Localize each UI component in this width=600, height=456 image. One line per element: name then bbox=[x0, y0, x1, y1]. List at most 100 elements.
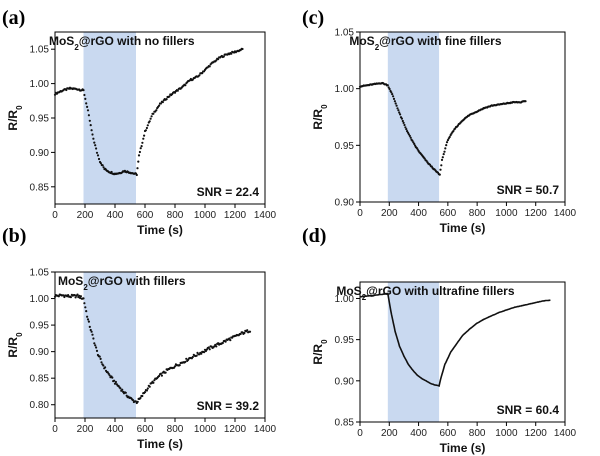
data-point bbox=[405, 128, 408, 131]
panel-title-rest: @rGO with fine fillers bbox=[379, 34, 502, 48]
y-tick-label: 1.05 bbox=[30, 45, 50, 56]
data-point bbox=[148, 385, 151, 388]
data-point bbox=[198, 74, 201, 77]
data-point bbox=[229, 339, 232, 342]
x-tick-label: 400 bbox=[107, 210, 124, 221]
data-point bbox=[124, 391, 127, 394]
data-point bbox=[438, 173, 441, 176]
data-point bbox=[121, 388, 124, 391]
data-point bbox=[95, 147, 98, 150]
data-point bbox=[159, 372, 162, 375]
data-point bbox=[445, 141, 449, 144]
data-point bbox=[94, 144, 97, 147]
data-point bbox=[185, 357, 188, 360]
data-point bbox=[403, 123, 406, 127]
y-tick-label: 0.80 bbox=[30, 400, 50, 411]
data-point bbox=[99, 357, 102, 360]
x-tick-label: 1400 bbox=[254, 424, 277, 435]
plot-frame bbox=[359, 31, 566, 203]
x-tick-label: 1000 bbox=[194, 424, 217, 435]
data-point bbox=[97, 157, 101, 161]
data-point bbox=[176, 89, 179, 92]
x-tick-label: 1200 bbox=[224, 210, 247, 221]
data-point bbox=[93, 342, 96, 345]
x-tick-label: 200 bbox=[77, 210, 94, 221]
y-axis-label-main: R/R bbox=[311, 109, 325, 130]
data-point bbox=[386, 84, 389, 87]
y-tick-label: 1.00 bbox=[30, 294, 50, 305]
data-point bbox=[136, 400, 139, 403]
data-point bbox=[65, 88, 68, 92]
data-point bbox=[87, 114, 90, 117]
data-point bbox=[224, 340, 227, 343]
y-tick-label: 1.00 bbox=[30, 79, 50, 90]
data-point bbox=[92, 337, 95, 340]
x-tick-label: 800 bbox=[469, 208, 486, 219]
y-axis-label-sub: 0 bbox=[320, 104, 329, 109]
y-axis-label-main: R/R bbox=[6, 110, 20, 131]
data-point bbox=[95, 151, 99, 154]
x-tick-label: 0 bbox=[52, 424, 58, 435]
data-point bbox=[400, 117, 403, 120]
data-point bbox=[95, 349, 99, 352]
data-point bbox=[143, 391, 147, 394]
data-point bbox=[443, 150, 446, 153]
x-tick-label: 0 bbox=[357, 428, 363, 439]
x-tick-label: 600 bbox=[440, 428, 457, 439]
data-point bbox=[78, 294, 81, 297]
data-point bbox=[84, 97, 87, 100]
panel-d: 0 200 400 600 800 1000 1200 1400 0.85 0.90 0.95 1.0… bbox=[302, 225, 577, 455]
data-point bbox=[203, 351, 206, 354]
x-tick-label: 200 bbox=[381, 428, 398, 439]
y-axis-label: R/R0 bbox=[6, 332, 24, 358]
x-axis-label: Time (s) bbox=[440, 221, 486, 235]
data-point bbox=[524, 100, 527, 103]
x-tick-label: 1000 bbox=[495, 208, 518, 219]
data-point bbox=[86, 105, 89, 108]
data-point bbox=[91, 133, 94, 136]
data-point bbox=[404, 126, 407, 129]
data-point bbox=[392, 97, 396, 100]
data-point bbox=[401, 119, 404, 123]
x-tick-label: 1400 bbox=[254, 210, 277, 221]
data-point bbox=[398, 111, 401, 114]
data-point bbox=[89, 328, 92, 332]
y-tick-label: 0.90 bbox=[335, 198, 355, 209]
series-line bbox=[359, 292, 551, 387]
data-point bbox=[82, 297, 85, 300]
data-point bbox=[76, 293, 79, 296]
x-tick-label: 600 bbox=[440, 208, 457, 219]
data-point bbox=[208, 65, 211, 68]
data-point bbox=[86, 315, 89, 318]
data-point bbox=[178, 364, 181, 367]
x-tick-label: 800 bbox=[469, 428, 486, 439]
panel-title-sub: 2 bbox=[74, 43, 79, 52]
data-point bbox=[393, 100, 396, 103]
y-tick-label: 0.90 bbox=[30, 148, 50, 159]
series-points bbox=[53, 293, 252, 405]
snr-label: SNR = 60.4 bbox=[497, 403, 560, 417]
data-point bbox=[111, 376, 114, 379]
data-point bbox=[230, 52, 233, 55]
data-point bbox=[95, 346, 98, 349]
data-point bbox=[402, 121, 405, 124]
x-tick-label: 1400 bbox=[554, 208, 577, 219]
data-point bbox=[168, 95, 171, 98]
panel-title-main: MoS bbox=[58, 274, 83, 288]
data-point bbox=[423, 157, 426, 160]
data-point bbox=[137, 154, 141, 157]
data-point bbox=[441, 156, 444, 159]
data-point bbox=[392, 95, 395, 98]
data-point bbox=[388, 87, 391, 91]
panel-label: (b) bbox=[2, 225, 26, 247]
data-point bbox=[208, 348, 211, 351]
panel-title-main: MoS bbox=[349, 34, 374, 48]
panel-title-main: MoS bbox=[336, 284, 361, 298]
y-tick-label: 0.85 bbox=[30, 374, 50, 385]
data-point bbox=[100, 361, 103, 364]
data-point bbox=[396, 107, 399, 110]
data-point bbox=[90, 330, 93, 333]
x-tick-label: 400 bbox=[410, 208, 427, 219]
data-point bbox=[53, 295, 57, 298]
